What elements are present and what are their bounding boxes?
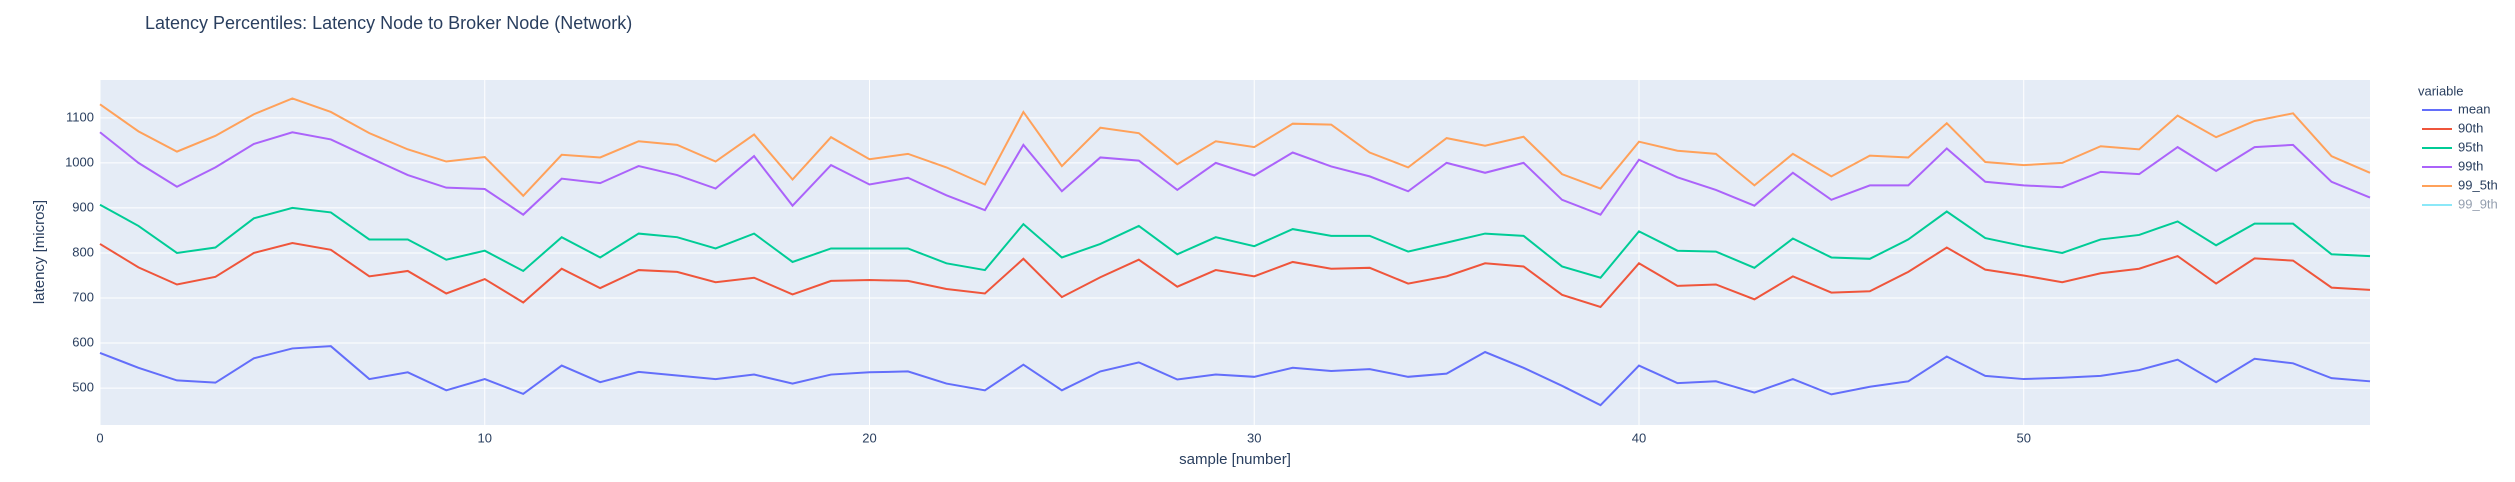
x-tick-label: 50 xyxy=(2016,430,2030,445)
x-tick-label: 20 xyxy=(862,430,876,445)
series-line xyxy=(99,242,2371,309)
legend-title: variable xyxy=(2418,83,2464,98)
x-tick-label: 10 xyxy=(478,430,492,445)
y-tick-label: 1000 xyxy=(65,154,94,169)
legend-label: mean xyxy=(2458,101,2491,116)
y-tick-label: 800 xyxy=(72,244,94,259)
legend-label: 90th xyxy=(2458,120,2483,135)
y-tick-label: 700 xyxy=(72,289,94,304)
x-tick-label: 0 xyxy=(96,430,103,445)
x-axis-title: sample [number] xyxy=(1179,451,1291,468)
x-tick-label: 40 xyxy=(1632,430,1646,445)
series-line xyxy=(99,97,2371,198)
legend-label: 99th xyxy=(2458,158,2483,173)
series-line xyxy=(99,131,2371,216)
y-tick-label: 500 xyxy=(72,380,94,395)
series-line xyxy=(99,203,2371,279)
chart-title: Latency Percentiles: Latency Node to Bro… xyxy=(145,13,632,33)
legend-label: 99_5th xyxy=(2458,177,2498,192)
y-tick-label: 600 xyxy=(72,334,94,349)
legend-label: 95th xyxy=(2458,139,2483,154)
series-line xyxy=(99,345,2371,407)
y-tick-label: 1100 xyxy=(66,109,94,124)
legend-label: 99_9th xyxy=(2458,196,2498,211)
y-axis-title: latency [micros] xyxy=(31,200,48,304)
x-tick-label: 30 xyxy=(1247,430,1261,445)
y-tick-label: 900 xyxy=(72,199,94,214)
